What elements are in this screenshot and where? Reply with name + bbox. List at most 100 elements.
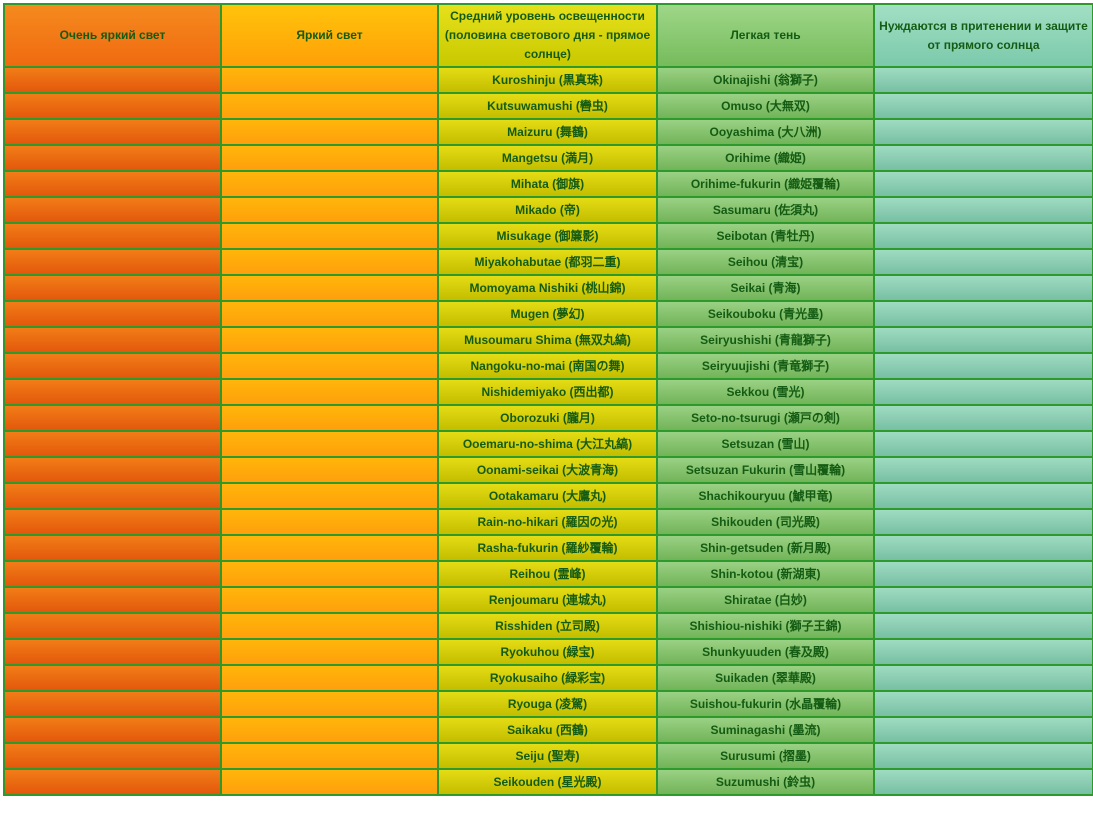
cell-light-shade: Sasumaru (佐須丸) [656,196,875,224]
table-row: Ryouga (凌駕) Suishou-fukurin (水晶覆輪) [3,690,1093,718]
cell-bright [220,768,439,796]
table-row: Nishidemiyako (西出都) Sekkou (雪光) [3,378,1093,406]
cell-shade [873,274,1093,302]
table-row: Mangetsu (満月) Orihime (織姫) [3,144,1093,172]
cell-bright [220,508,439,536]
cell-bright [220,378,439,406]
cell-medium: Miyakohabutae (都羽二重) [437,248,658,276]
cell-light-shade: Seiryushishi (青龍獅子) [656,326,875,354]
cell-shade [873,170,1093,198]
cell-bright [220,404,439,432]
cell-bright [220,144,439,172]
cell-bright [220,586,439,614]
header-bright: Яркий свет [220,3,439,68]
table-row: Rasha-fukurin (羅紗覆輪) Shin-getsuden (新月殿) [3,534,1093,562]
cell-shade [873,300,1093,328]
cell-bright [220,118,439,146]
cell-very-bright [3,664,222,692]
cell-very-bright [3,92,222,120]
cell-shade [873,144,1093,172]
cell-medium: Kutsuwamushi (轡虫) [437,92,658,120]
cell-very-bright [3,508,222,536]
cell-bright [220,326,439,354]
cell-light-shade: Suishou-fukurin (水晶覆輪) [656,690,875,718]
cell-shade [873,508,1093,536]
header-light-shade: Легкая тень [656,3,875,68]
cell-light-shade: Shishiou-nishiki (獅子王錦) [656,612,875,640]
cell-medium: Oborozuki (朧月) [437,404,658,432]
table-row: Musoumaru Shima (無双丸縞) Seiryushishi (青龍獅子… [3,326,1093,354]
cell-shade [873,118,1093,146]
header-shade: Нуждаются в притенении и защите от прямо… [873,3,1093,68]
table-row: Momoyama Nishiki (桃山錦) Seikai (青海) [3,274,1093,302]
cell-shade [873,482,1093,510]
cell-very-bright [3,404,222,432]
cell-bright [220,274,439,302]
table-row: Ryokuhou (緑宝) Shunkyuuden (春及殿) [3,638,1093,666]
table-row: Mikado (帝) Sasumaru (佐須丸) [3,196,1093,224]
cell-bright [220,352,439,380]
cell-very-bright [3,352,222,380]
cell-shade [873,378,1093,406]
cell-light-shade: Seihou (清宝) [656,248,875,276]
cell-light-shade: Setsuzan (雪山) [656,430,875,458]
cell-light-shade: Ooyashima (大八洲) [656,118,875,146]
cell-very-bright [3,118,222,146]
table-row: Seiju (聖寿) Surusumi (摺墨) [3,742,1093,770]
cell-very-bright [3,326,222,354]
cell-very-bright [3,66,222,94]
cell-light-shade: Orihime (織姫) [656,144,875,172]
table-row: Mugen (夢幻) Seikouboku (青光墨) [3,300,1093,328]
table-row: Ryokusaiho (緑彩宝) Suikaden (翠華殿) [3,664,1093,692]
cell-very-bright [3,742,222,770]
table-row: Seikouden (星光殿) Suzumushi (鈴虫) [3,768,1093,796]
cell-light-shade: Suzumushi (鈴虫) [656,768,875,796]
cell-shade [873,404,1093,432]
cell-bright [220,92,439,120]
cell-bright [220,664,439,692]
cell-very-bright [3,222,222,250]
cell-medium: Ootakamaru (大鷹丸) [437,482,658,510]
cell-bright [220,430,439,458]
cell-light-shade: Suminagashi (墨流) [656,716,875,744]
cell-shade [873,586,1093,614]
cell-very-bright [3,716,222,744]
cell-shade [873,248,1093,276]
cell-very-bright [3,690,222,718]
table-row: Mihata (御旗) Orihime-fukurin (織姫覆輪) [3,170,1093,198]
table-row: Oborozuki (朧月) Seto-no-tsurugi (瀬戸の剣) [3,404,1093,432]
cell-medium: Rasha-fukurin (羅紗覆輪) [437,534,658,562]
cell-medium: Nangoku-no-mai (南国の舞) [437,352,658,380]
cell-bright [220,482,439,510]
cell-very-bright [3,534,222,562]
cell-medium: Mugen (夢幻) [437,300,658,328]
cell-shade [873,92,1093,120]
table-body: Kuroshinju (黒真珠) Okinajishi (翁獅子) Kutsuwam… [3,66,1093,796]
cell-medium: Ryokusaiho (緑彩宝) [437,664,658,692]
cell-light-shade: Shikouden (司光殿) [656,508,875,536]
cell-medium: Saikaku (西鶴) [437,716,658,744]
cell-shade [873,612,1093,640]
cell-shade [873,456,1093,484]
cell-light-shade: Suikaden (翠華殿) [656,664,875,692]
cell-light-shade: Omuso (大無双) [656,92,875,120]
cell-very-bright [3,430,222,458]
cell-shade [873,326,1093,354]
cell-light-shade: Shiratae (白妙) [656,586,875,614]
cell-very-bright [3,482,222,510]
cell-medium: Maizuru (舞鶴) [437,118,658,146]
cell-medium: Mihata (御旗) [437,170,658,198]
cell-very-bright [3,378,222,406]
cell-light-shade: Shunkyuuden (春及殿) [656,638,875,666]
cell-medium: Ryokuhou (緑宝) [437,638,658,666]
cell-very-bright [3,144,222,172]
cell-bright [220,716,439,744]
table-row: Reihou (霊峰) Shin-kotou (新湖東) [3,560,1093,588]
cell-very-bright [3,196,222,224]
cell-bright [220,560,439,588]
table-row: Miyakohabutae (都羽二重) Seihou (清宝) [3,248,1093,276]
cell-shade [873,690,1093,718]
cell-bright [220,742,439,770]
table-row: Kutsuwamushi (轡虫) Omuso (大無双) [3,92,1093,120]
cell-light-shade: Seikai (青海) [656,274,875,302]
